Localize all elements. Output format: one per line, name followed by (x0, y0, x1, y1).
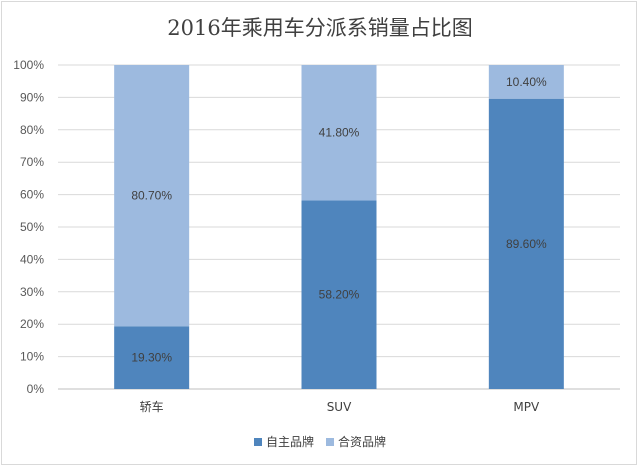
legend-swatch (253, 437, 262, 446)
data-label: 19.30% (131, 351, 172, 365)
chart-title: 2016年乘用车分派系销量占比图 (167, 16, 473, 40)
y-tick-label: 100% (13, 58, 44, 72)
bar-segment (488, 65, 564, 99)
bar-segment (301, 65, 377, 201)
y-tick-label: 20% (20, 317, 44, 331)
legend-swatch (326, 437, 334, 446)
y-tick-label: 70% (20, 155, 44, 169)
legend-item: 合资品牌 (326, 433, 386, 450)
y-tick-label: 80% (20, 123, 44, 137)
legend-label: 合资品牌 (338, 435, 387, 449)
x-tick-label: SUV (327, 400, 352, 414)
y-tick-label: 50% (20, 220, 44, 234)
y-tick-label: 90% (20, 90, 44, 104)
y-tick-label: 40% (20, 252, 44, 266)
bar-segment (114, 326, 190, 389)
data-label: 10.40% (506, 75, 547, 89)
y-tick-label: 60% (20, 188, 44, 202)
legend: 自主品牌 合资品牌 (0, 433, 640, 450)
bar-segment (114, 65, 190, 327)
x-tick-label: 轿车 (140, 399, 164, 414)
data-label: 41.80% (319, 126, 360, 140)
y-tick-label: 0% (27, 382, 45, 396)
bar-segment (488, 98, 564, 390)
legend-item: 自主品牌 (253, 433, 314, 450)
data-label: 80.70% (131, 189, 172, 203)
x-tick-label: MPV (513, 400, 540, 414)
y-tick-label: 30% (20, 285, 44, 299)
legend-label: 自主品牌 (265, 435, 314, 449)
data-label: 89.60% (506, 237, 547, 251)
data-label: 58.20% (319, 288, 360, 302)
y-tick-label: 10% (20, 350, 44, 364)
bar-segment (301, 200, 377, 389)
